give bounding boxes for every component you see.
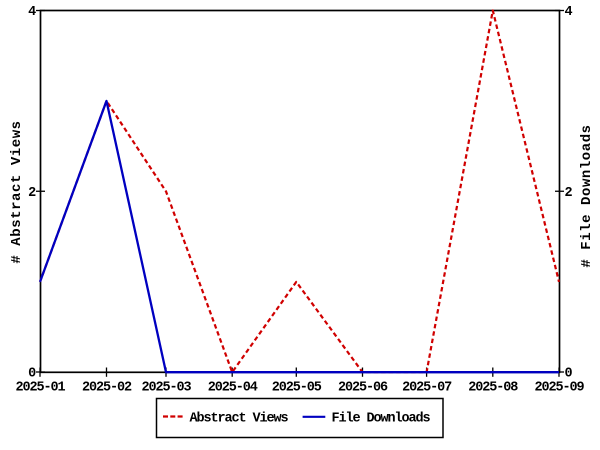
svg-text:2: 2	[28, 186, 36, 201]
svg-text:2025-02: 2025-02	[82, 381, 132, 396]
svg-text:0: 0	[565, 367, 573, 382]
svg-text:Abstract Views: Abstract Views	[190, 412, 289, 427]
svg-text:2025-01: 2025-01	[15, 381, 65, 396]
svg-text:2025-08: 2025-08	[468, 381, 518, 396]
svg-text:2025-06: 2025-06	[338, 381, 388, 396]
svg-text:4: 4	[28, 5, 36, 20]
svg-text:2025-03: 2025-03	[141, 381, 191, 396]
svg-text:File Downloads: File Downloads	[332, 412, 431, 427]
svg-text:2025-05: 2025-05	[272, 381, 322, 396]
svg-text:2025-07: 2025-07	[402, 381, 452, 396]
svg-text:2025-04: 2025-04	[208, 381, 258, 396]
svg-text:4: 4	[565, 5, 573, 20]
svg-text:# Abstract Views: # Abstract Views	[9, 120, 25, 263]
svg-text:2025-09: 2025-09	[534, 381, 584, 396]
svg-text:0: 0	[28, 367, 36, 382]
svg-text:# File Downloads: # File Downloads	[579, 124, 595, 267]
svg-text:2: 2	[565, 186, 573, 201]
